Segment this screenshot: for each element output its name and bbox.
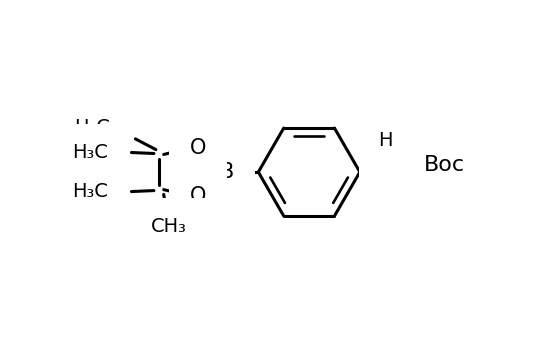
Text: H₃C: H₃C — [74, 118, 110, 137]
Text: O: O — [190, 186, 206, 206]
Text: Boc: Boc — [424, 155, 465, 175]
Text: O: O — [190, 138, 206, 158]
Text: CH₃: CH₃ — [150, 217, 186, 236]
Text: N: N — [379, 146, 395, 167]
Text: H: H — [378, 131, 392, 150]
Text: H₃C: H₃C — [72, 182, 108, 201]
Text: H₃C: H₃C — [72, 143, 108, 162]
Text: B: B — [220, 162, 234, 182]
